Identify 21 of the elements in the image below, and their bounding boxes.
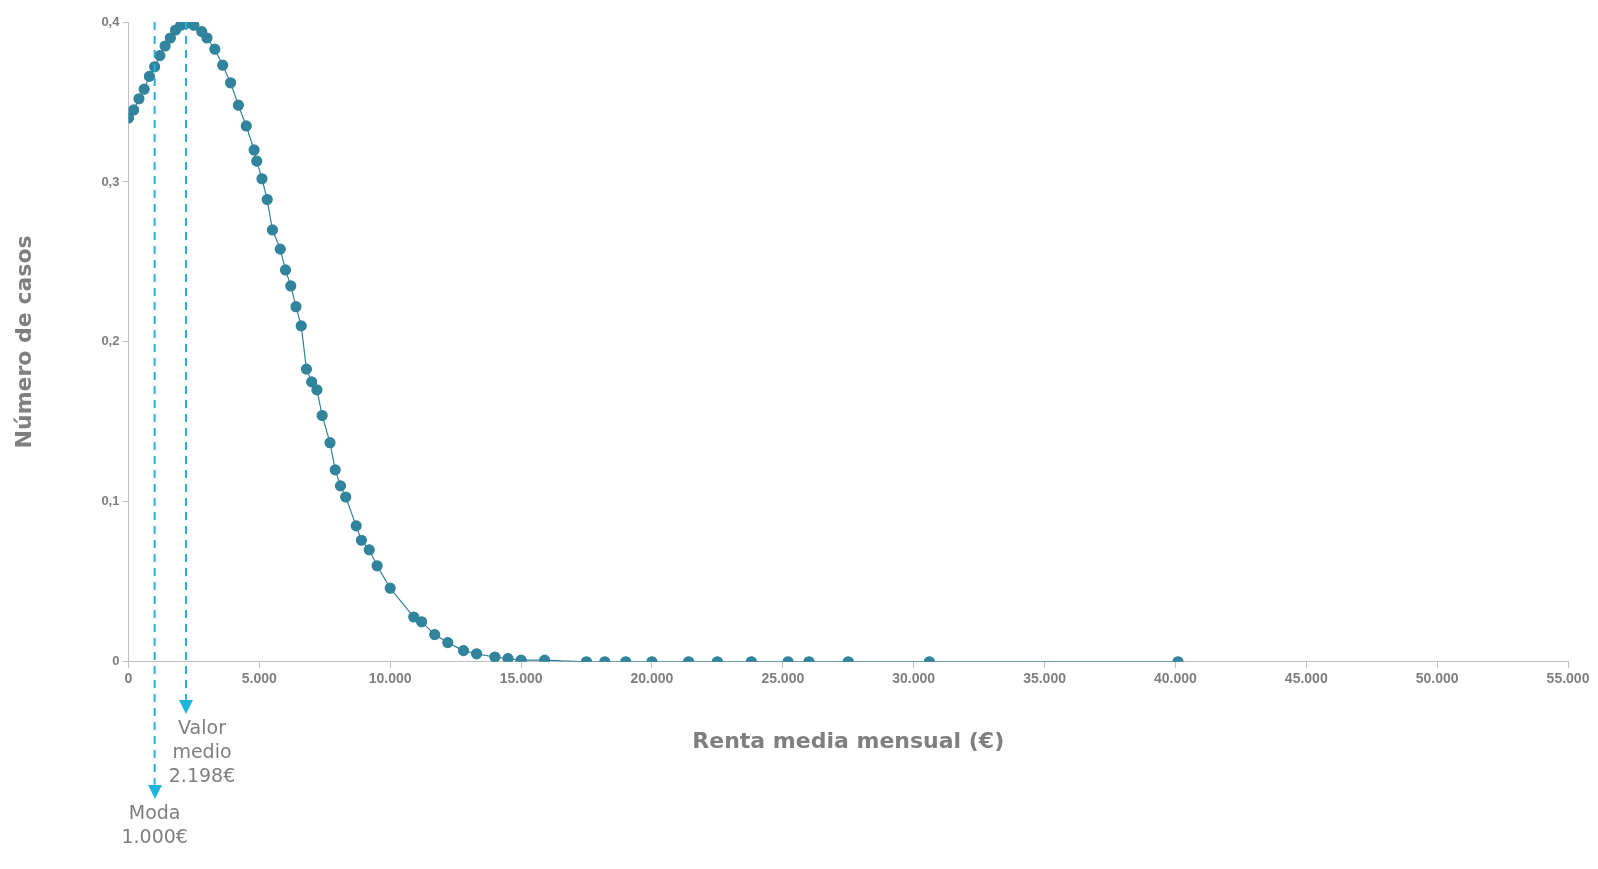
x-tick-label: 25.000 <box>761 670 805 687</box>
x-tick-label: 50.000 <box>1415 670 1459 687</box>
x-tick-label: 55.000 <box>1546 670 1590 687</box>
x-tick-label: 0 <box>124 670 133 687</box>
ref-line-label: Valor medio 2.198€ <box>168 716 236 787</box>
y-tick-label: 0,2 <box>101 333 120 349</box>
y-tick-label: 0,3 <box>101 173 120 189</box>
y-axis-title: Número de casos <box>10 235 36 449</box>
x-tick-label: 20.000 <box>630 670 674 687</box>
y-tick-label: 0,1 <box>101 493 120 509</box>
x-tick-label: 40.000 <box>1153 670 1198 687</box>
y-tick-label: 0,4 <box>101 13 121 29</box>
x-tick-label: 35.000 <box>1023 670 1067 687</box>
x-tick-label: 5.000 <box>241 670 278 687</box>
x-tick-label: 15.000 <box>499 670 543 687</box>
x-tick-label: 10.000 <box>368 670 412 687</box>
y-tick-label: 0 <box>112 653 120 669</box>
ref-line-label: Moda 1.000€ <box>121 801 188 848</box>
x-tick-label: 30.000 <box>892 670 936 687</box>
x-tick-label: 45.000 <box>1284 670 1328 687</box>
x-axis-title: Renta media mensual (€) <box>692 727 1005 753</box>
